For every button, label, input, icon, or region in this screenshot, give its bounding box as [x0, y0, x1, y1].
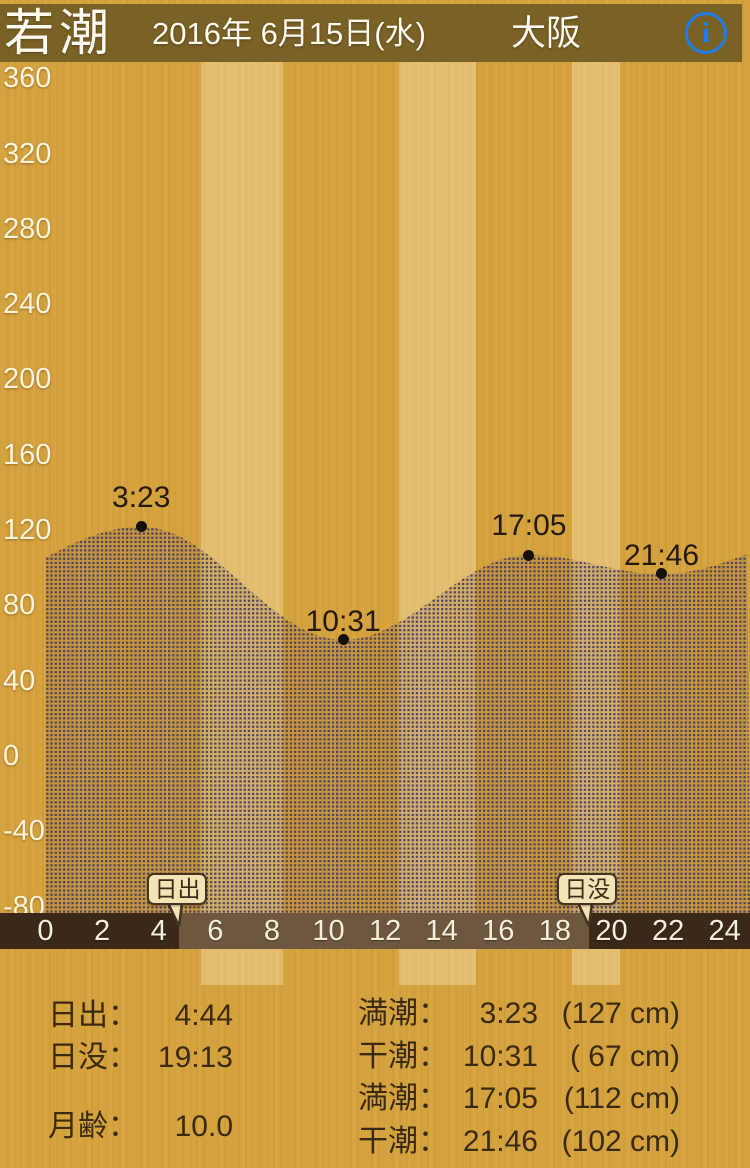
header-bar: 若潮 2016年 6月15日(水) 大阪 i: [0, 4, 742, 62]
tide-area-fill: [45, 526, 750, 913]
tide-row-label: 満潮：: [358, 997, 448, 1030]
sun-moon-label: 日没：: [48, 1041, 138, 1074]
x-tick-label: 12: [368, 915, 402, 947]
sun-moon-label: 月齢：: [48, 1110, 138, 1143]
sunrise-bubble-label: 日出: [154, 876, 201, 902]
tide-row-height: (127 cm): [561, 997, 680, 1030]
y-tick-label: -40: [3, 815, 45, 848]
sunrise-bubble-tail: [167, 903, 184, 928]
y-tick-label: 40: [3, 664, 36, 697]
x-tick-label: 24: [708, 915, 741, 947]
x-tick-label: 10: [312, 915, 345, 947]
x-tick-label: 16: [482, 915, 515, 947]
sun-moon-value: 4:44: [174, 999, 233, 1032]
x-tick-label: 20: [595, 915, 628, 947]
sunrise-bubble: 日出: [147, 873, 208, 905]
x-tick-label: 2: [94, 915, 111, 947]
tide-extreme-dot: [656, 568, 667, 580]
sun-moon-value: 19:13: [157, 1041, 233, 1074]
x-tick-label: 0: [37, 915, 54, 947]
tide-extreme-dot: [337, 634, 349, 646]
x-tick-label: 18: [538, 915, 572, 947]
tide-extreme-time: 3:23: [112, 480, 171, 514]
y-tick-label: 240: [3, 288, 52, 321]
x-tick-label: 8: [263, 915, 280, 947]
x-tick-label: 14: [425, 915, 458, 947]
tide-row-height: (102 cm): [561, 1125, 680, 1158]
tide-row-height: (112 cm): [563, 1082, 680, 1115]
sunset-bubble: 日没: [557, 873, 618, 905]
info-button[interactable]: i: [685, 12, 727, 54]
tide-extreme-time: 17:05: [491, 509, 567, 543]
y-tick-label: 160: [3, 438, 52, 471]
y-tick-label: 320: [3, 137, 52, 170]
tide-row-time: 21:46: [462, 1125, 538, 1158]
sun-moon-value: 10.0: [174, 1110, 233, 1143]
x-tick-label: 22: [651, 915, 685, 947]
tide-curve-svg: [45, 526, 750, 913]
sun-moon-label: 日出：: [48, 999, 138, 1032]
sunset-bubble-label: 日没: [564, 876, 611, 902]
tide-row-time: 3:23: [479, 997, 538, 1030]
tide-row-height: ( 67 cm): [569, 1040, 680, 1073]
y-tick-label: 280: [3, 212, 52, 245]
tide-phase-title: 若潮: [4, 5, 114, 61]
info-icon: i: [701, 17, 711, 49]
y-tick-label: 80: [3, 589, 36, 622]
date-label: 2016年 6月15日(水): [152, 16, 426, 51]
tide-row-label: 満潮：: [358, 1082, 448, 1115]
x-tick-label: 4: [150, 915, 167, 947]
x-axis-strip: 0 2 4 6 8 10 12 14 16 18 20 22 24: [0, 913, 750, 949]
y-tick-label: 120: [3, 514, 52, 546]
city-label[interactable]: 大阪: [511, 14, 582, 53]
tide-row-label: 干潮：: [358, 1040, 448, 1073]
tide-extreme-dot: [135, 521, 147, 533]
x-tick-label: 6: [207, 915, 224, 947]
y-tick-label: 200: [3, 363, 52, 396]
y-tick-label: 360: [3, 62, 52, 95]
tide-row-time: 10:31: [462, 1040, 538, 1073]
daylight-axis-segment: [179, 913, 590, 949]
tide-extreme-dot: [523, 549, 535, 561]
tide-row-time: 17:05: [462, 1082, 538, 1115]
y-tick-label: 0: [3, 739, 20, 772]
tide-row-label: 干潮：: [358, 1125, 448, 1158]
tide-extreme-time: 21:46: [623, 538, 700, 572]
sunset-bubble-tail: [577, 903, 594, 928]
tide-extreme-time: 10:31: [305, 604, 381, 638]
